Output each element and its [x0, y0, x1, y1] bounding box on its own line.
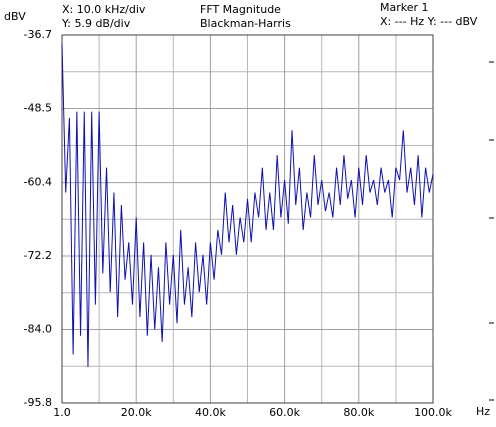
chart-title: FFT Magnitude	[200, 3, 281, 16]
marker-readout: X: --- Hz Y: --- dBV	[380, 15, 478, 28]
y-scale: Y: 5.9 dB/div	[61, 17, 131, 30]
y-tick-label: -36.7	[24, 28, 52, 41]
marker-title: Marker 1	[380, 1, 429, 14]
x-tick-label: 1.0	[53, 406, 71, 419]
chart-subtitle: Blackman-Harris	[200, 17, 291, 30]
x-tick-label: 60.0k	[269, 406, 300, 419]
edge-ticks	[489, 61, 494, 401]
y-tick-label: -84.0	[24, 323, 52, 336]
spectrum-line	[61, 43, 434, 367]
y-tick-label: -72.2	[24, 249, 52, 262]
x-unit: Hz	[476, 405, 490, 418]
y-unit: dBV	[4, 10, 26, 23]
x-tick-label: 20.0k	[121, 406, 152, 419]
x-tick-label: 80.0k	[343, 406, 374, 419]
plot-frame	[61, 34, 434, 404]
x-tick-label: 100.0k	[414, 406, 452, 419]
x-scale: X: 10.0 kHz/div	[62, 3, 146, 16]
y-tick-label: -48.5	[24, 101, 52, 114]
x-tick-label: 40.0k	[195, 406, 226, 419]
y-tick-label: -60.4	[24, 176, 52, 189]
y-tick-label: -95.8	[24, 396, 52, 409]
